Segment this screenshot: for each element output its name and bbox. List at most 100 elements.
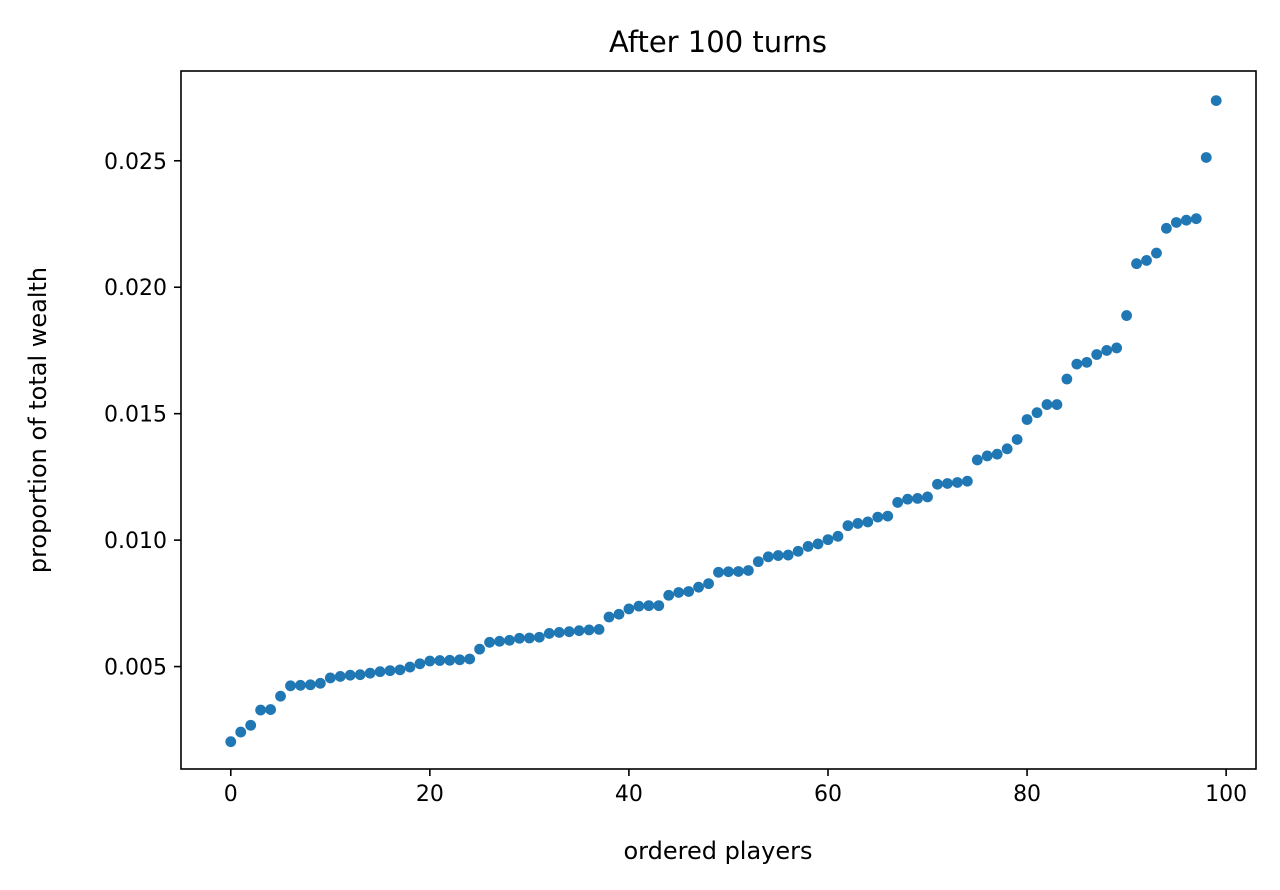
data-point xyxy=(1101,345,1113,356)
data-point xyxy=(643,600,655,612)
data-point xyxy=(414,658,426,670)
plot-area-frame xyxy=(180,70,1257,770)
chart-title: After 100 turns xyxy=(609,25,827,59)
y-tick-label: 0.020 xyxy=(104,276,167,301)
data-point xyxy=(1091,349,1103,360)
data-point xyxy=(1131,258,1142,270)
data-point xyxy=(842,520,854,532)
data-point xyxy=(285,680,296,692)
data-point xyxy=(693,581,704,593)
data-point xyxy=(912,492,923,504)
data-point xyxy=(543,628,555,639)
data-point xyxy=(782,549,794,561)
data-point xyxy=(444,654,456,666)
data-point xyxy=(494,635,505,647)
data-point xyxy=(454,654,466,666)
data-point xyxy=(1190,213,1202,225)
data-point xyxy=(404,661,416,673)
y-tick-label: 0.015 xyxy=(104,403,167,428)
data-point xyxy=(733,566,744,577)
data-point xyxy=(344,669,356,681)
data-point xyxy=(1061,373,1073,385)
data-point xyxy=(563,626,575,638)
data-point xyxy=(573,625,585,637)
data-point xyxy=(424,655,436,667)
data-point xyxy=(1170,217,1182,228)
y-axis-label: proportion of total wealth xyxy=(24,267,52,573)
data-point xyxy=(245,719,257,731)
data-point xyxy=(862,516,874,528)
x-tick-label: 100 xyxy=(1205,782,1247,807)
data-point xyxy=(275,690,286,702)
x-tick-label: 40 xyxy=(615,782,643,807)
data-point xyxy=(892,497,904,508)
data-point xyxy=(961,475,973,487)
data-point xyxy=(713,566,724,578)
data-point xyxy=(822,534,834,546)
data-point xyxy=(951,477,963,488)
data-point xyxy=(603,611,615,623)
data-point xyxy=(802,541,814,552)
data-point xyxy=(742,565,754,576)
data-point xyxy=(504,634,515,646)
data-point xyxy=(762,551,774,563)
data-point xyxy=(623,603,635,615)
data-point xyxy=(1041,399,1053,410)
data-point xyxy=(752,556,764,568)
y-tick-label: 0.005 xyxy=(104,656,167,681)
data-point xyxy=(653,600,665,612)
data-point xyxy=(922,491,933,503)
data-point xyxy=(673,587,685,598)
data-point xyxy=(334,671,346,682)
data-point xyxy=(314,677,326,689)
data-point xyxy=(663,589,675,601)
data-point xyxy=(981,450,993,462)
data-point xyxy=(633,600,645,612)
data-point xyxy=(971,454,983,466)
data-point xyxy=(852,518,864,529)
data-point xyxy=(434,655,446,666)
data-point xyxy=(832,530,844,542)
data-point xyxy=(374,666,386,678)
data-point xyxy=(1021,414,1033,425)
data-point xyxy=(792,545,804,557)
axis-ticks: 0 20 40 60 80 100 0.005 0.010 0.015 0.020 0.025 xyxy=(104,150,1247,807)
x-tick-label: 20 xyxy=(416,782,444,807)
data-point xyxy=(1200,152,1212,163)
data-point xyxy=(1141,255,1152,266)
data-point xyxy=(991,448,1003,460)
data-point xyxy=(464,653,476,665)
data-point xyxy=(235,726,247,738)
x-tick-label: 80 xyxy=(1013,782,1041,807)
data-point xyxy=(533,631,545,643)
data-point xyxy=(295,679,306,691)
x-tick-label: 0 xyxy=(224,782,238,807)
data-point xyxy=(1081,356,1093,368)
data-point xyxy=(1180,214,1192,226)
data-point xyxy=(683,586,695,597)
data-point xyxy=(523,632,535,644)
data-point xyxy=(872,511,884,523)
data-point xyxy=(324,672,336,684)
data-point xyxy=(225,736,237,748)
data-point xyxy=(364,667,376,679)
data-point xyxy=(484,636,495,648)
data-point xyxy=(772,550,784,561)
data-point xyxy=(1161,222,1172,234)
data-point xyxy=(384,665,396,677)
x-axis-label: ordered players xyxy=(623,837,812,865)
data-point xyxy=(255,704,267,716)
data-point xyxy=(1121,310,1133,321)
data-point xyxy=(1111,342,1123,354)
data-point xyxy=(265,704,276,715)
data-point xyxy=(613,608,625,620)
data-point xyxy=(1210,95,1222,106)
data-point xyxy=(583,624,595,636)
y-tick-label: 0.010 xyxy=(104,529,167,554)
data-point xyxy=(304,679,316,691)
data-point xyxy=(1001,443,1013,455)
data-point xyxy=(723,566,734,578)
data-point xyxy=(1051,399,1063,410)
